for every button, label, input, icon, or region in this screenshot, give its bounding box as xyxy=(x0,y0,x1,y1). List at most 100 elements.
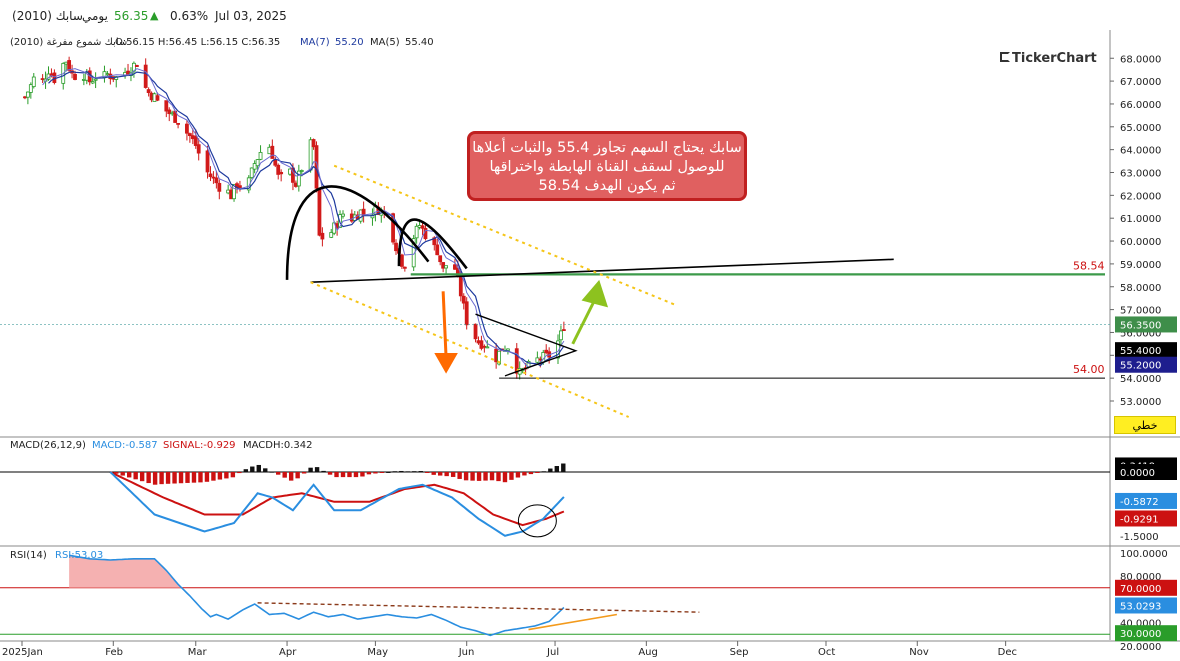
candle[interactable] xyxy=(311,139,316,148)
rsi-panel[interactable] xyxy=(0,554,1110,637)
candle[interactable] xyxy=(432,237,437,246)
arrow-down-shaft xyxy=(441,291,448,358)
crossover-circle[interactable] xyxy=(517,504,557,538)
channel-lower-line[interactable] xyxy=(310,281,630,418)
candle[interactable] xyxy=(559,330,563,341)
macd-histogram-bar xyxy=(198,472,203,483)
candle[interactable] xyxy=(391,213,395,243)
candle[interactable] xyxy=(143,64,148,88)
macd-histogram-bar xyxy=(120,472,125,476)
candle[interactable] xyxy=(276,164,281,175)
candle[interactable] xyxy=(155,95,160,101)
symbol-title[interactable]: سابك (2010) xyxy=(12,9,83,23)
last-price-tag-bg xyxy=(1115,316,1177,333)
candle[interactable] xyxy=(252,163,257,170)
candle[interactable] xyxy=(506,348,510,351)
candle[interactable] xyxy=(196,144,201,154)
candle[interactable] xyxy=(167,109,172,115)
candle[interactable] xyxy=(93,78,98,81)
ma7-line xyxy=(48,70,565,367)
candle[interactable] xyxy=(217,182,222,192)
macd-tag: -0.5872 xyxy=(1120,497,1159,508)
candle[interactable] xyxy=(458,275,463,297)
candle[interactable] xyxy=(341,213,345,217)
candle[interactable] xyxy=(420,225,425,229)
candle[interactable] xyxy=(435,244,440,256)
macd-histogram-bar xyxy=(437,472,443,476)
candle[interactable] xyxy=(479,340,484,349)
candle[interactable] xyxy=(317,188,322,236)
price-tick-label: 54.0000 xyxy=(1120,374,1161,385)
ohlc-values: O:56.15 H:56.45 L:56.15 C:56.35 xyxy=(115,37,280,48)
candle[interactable] xyxy=(90,81,95,84)
candle[interactable] xyxy=(561,329,566,331)
rsi-resistance-line[interactable] xyxy=(257,602,700,613)
time-tick-label: Nov xyxy=(909,647,929,658)
candle[interactable] xyxy=(473,323,478,340)
candle[interactable] xyxy=(444,265,448,269)
candle[interactable] xyxy=(497,350,501,365)
macd-zero-tag: 0.0000 xyxy=(1120,468,1155,479)
candle[interactable] xyxy=(176,122,180,125)
macdh-value: MACDH:0.342 xyxy=(243,440,313,451)
candle[interactable] xyxy=(193,136,198,146)
ma7-tag-bg xyxy=(1115,356,1177,373)
candle[interactable] xyxy=(185,123,189,134)
candle[interactable] xyxy=(329,232,334,238)
candle[interactable] xyxy=(28,84,33,93)
candle[interactable] xyxy=(187,133,192,137)
time-tick-label: Apr xyxy=(279,647,297,658)
candle[interactable] xyxy=(214,177,219,184)
handle-arc[interactable] xyxy=(397,218,468,270)
macd-panel[interactable] xyxy=(0,463,1110,538)
candle[interactable] xyxy=(249,167,254,178)
candle[interactable] xyxy=(400,254,404,267)
chart-mode-button[interactable]: خطي xyxy=(1114,416,1176,434)
macd-histogram-bar xyxy=(301,472,307,474)
price-panel[interactable]: 58.54 54.00 xyxy=(0,56,1110,418)
macd-histogram-bar xyxy=(314,467,320,472)
candle[interactable] xyxy=(73,73,77,80)
candle[interactable] xyxy=(205,150,210,173)
channel-upper-line[interactable] xyxy=(333,164,677,306)
candle[interactable] xyxy=(394,242,398,252)
macd-histogram-bar xyxy=(139,472,145,482)
price-tick-label: 64.0000 xyxy=(1120,146,1161,157)
candle[interactable] xyxy=(134,64,139,68)
candle[interactable] xyxy=(461,295,466,304)
trend-line[interactable] xyxy=(310,258,894,283)
candle[interactable] xyxy=(453,264,457,270)
macd-histogram-bar xyxy=(528,472,534,475)
candle[interactable] xyxy=(299,170,304,172)
rsi-support-line[interactable] xyxy=(528,613,618,631)
candle[interactable] xyxy=(31,76,36,87)
candle[interactable] xyxy=(67,60,72,71)
rsi-tick-label: 100.0000 xyxy=(1120,549,1168,560)
macd-histogram-bar xyxy=(224,472,229,479)
candle[interactable] xyxy=(146,89,151,93)
candle[interactable] xyxy=(232,183,236,200)
triangle-pattern[interactable] xyxy=(475,313,578,377)
candle[interactable] xyxy=(258,152,263,160)
candle[interactable] xyxy=(25,91,30,98)
candle[interactable] xyxy=(279,171,284,175)
cup-arc[interactable] xyxy=(285,185,430,280)
candle[interactable] xyxy=(402,266,407,269)
macd-histogram-bar xyxy=(243,469,249,472)
candle[interactable] xyxy=(320,232,325,240)
macd-histogram-bar xyxy=(295,472,300,479)
candle[interactable] xyxy=(208,173,213,178)
candle[interactable] xyxy=(464,301,469,326)
macd-histogram-bar xyxy=(172,472,177,484)
candle[interactable] xyxy=(270,145,275,159)
candle[interactable] xyxy=(485,346,490,349)
candle[interactable] xyxy=(52,72,57,83)
candle[interactable] xyxy=(514,348,519,374)
candle[interactable] xyxy=(255,159,260,167)
candle[interactable] xyxy=(164,100,169,112)
candle[interactable] xyxy=(438,255,443,263)
candle[interactable] xyxy=(414,225,419,239)
candle[interactable] xyxy=(296,170,301,187)
period-label[interactable]: يومي xyxy=(82,9,108,23)
